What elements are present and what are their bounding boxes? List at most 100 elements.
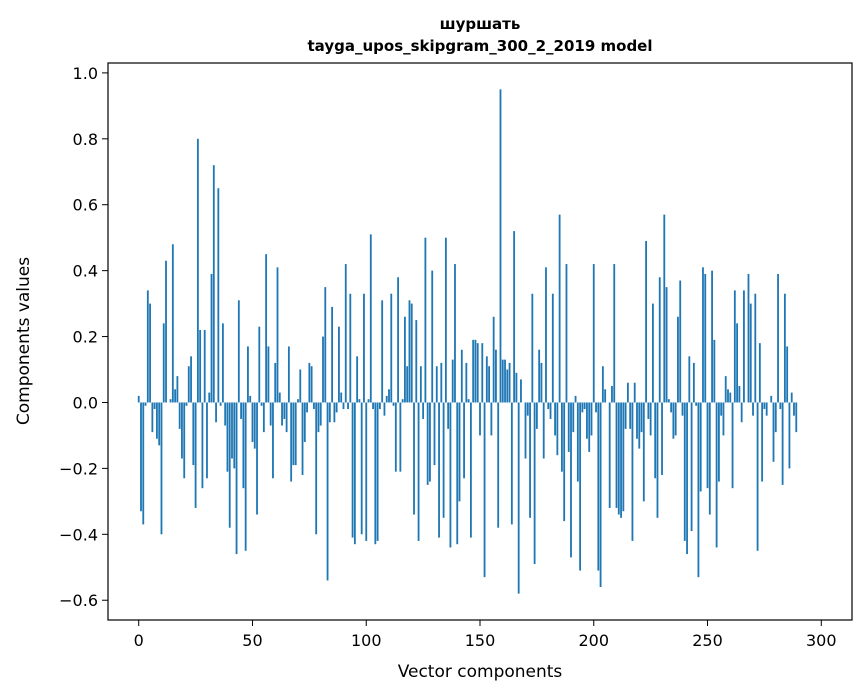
bar <box>479 402 481 436</box>
bar <box>508 362 511 403</box>
bar <box>520 379 522 403</box>
bar <box>692 362 695 403</box>
bar <box>185 402 188 406</box>
bar <box>404 316 406 403</box>
bar <box>176 376 179 403</box>
bar <box>497 402 500 528</box>
bar <box>565 264 568 403</box>
bar <box>579 402 582 571</box>
bar <box>344 264 347 403</box>
bar <box>586 402 588 439</box>
bar <box>763 402 766 410</box>
bar <box>752 402 754 416</box>
x-tick-label: 300 <box>806 631 837 650</box>
bar <box>563 402 566 522</box>
y-tick-label: 0.6 <box>73 196 98 215</box>
bar <box>162 323 165 403</box>
bar <box>338 326 340 403</box>
bar <box>683 402 686 541</box>
bar <box>729 392 732 403</box>
bar <box>540 362 543 403</box>
bar <box>756 402 759 551</box>
bar <box>715 402 718 548</box>
bar <box>601 366 604 403</box>
bar <box>276 267 279 403</box>
bar <box>278 392 281 403</box>
bar <box>583 402 586 410</box>
bar <box>251 402 254 443</box>
bar <box>226 402 229 472</box>
bar <box>328 402 331 423</box>
bar <box>706 402 709 489</box>
bar <box>149 303 151 403</box>
bar <box>196 138 199 403</box>
bar <box>415 320 418 403</box>
bar <box>636 402 638 439</box>
bar <box>545 267 547 403</box>
bar <box>447 402 450 429</box>
y-tick-label: 0.8 <box>73 130 98 149</box>
bar <box>269 402 272 426</box>
bar <box>219 402 222 406</box>
bar <box>597 402 600 571</box>
bar <box>419 366 422 403</box>
bar <box>174 389 177 403</box>
bar <box>399 402 402 472</box>
bar <box>378 402 381 410</box>
bar <box>717 402 720 482</box>
bar <box>633 382 636 403</box>
bar <box>513 231 516 403</box>
bar <box>178 402 181 429</box>
y-axis-label: Components values <box>14 257 34 425</box>
bar <box>258 326 261 403</box>
bar <box>795 402 798 433</box>
bar <box>488 366 491 403</box>
bar <box>793 402 795 416</box>
bar <box>783 293 786 403</box>
bar <box>206 402 208 479</box>
bar <box>160 402 163 535</box>
bar <box>221 323 224 403</box>
bar <box>212 165 215 403</box>
bar <box>363 293 365 403</box>
bar <box>640 402 643 433</box>
bar <box>431 270 434 403</box>
bar <box>290 402 293 482</box>
bar <box>267 346 270 403</box>
bar <box>392 402 395 406</box>
bar <box>490 402 493 436</box>
bar <box>203 329 206 403</box>
chart-subtitle: tayga_upos_skipgram_300_2_2019 model <box>308 37 653 55</box>
bar <box>292 402 295 466</box>
bar <box>770 395 773 403</box>
plot-frame <box>107 62 853 621</box>
bar <box>381 300 384 403</box>
bar <box>235 402 238 555</box>
bar <box>397 277 399 403</box>
bar <box>374 402 377 545</box>
bar <box>720 402 723 416</box>
bar <box>297 399 299 403</box>
bar <box>526 402 529 416</box>
bar <box>690 402 693 532</box>
bar <box>424 237 427 403</box>
bar <box>702 267 704 403</box>
bar <box>476 343 479 403</box>
bar <box>454 264 456 403</box>
bar <box>347 402 349 410</box>
bar <box>749 303 752 403</box>
bar <box>465 362 468 403</box>
bar <box>535 402 538 429</box>
y-tick-label: 0.4 <box>73 262 98 281</box>
bar <box>638 402 641 449</box>
bar <box>617 402 620 515</box>
bar <box>492 316 495 403</box>
bar <box>217 188 220 403</box>
bar <box>574 395 577 403</box>
bar <box>761 402 764 482</box>
bar <box>665 287 668 403</box>
bar <box>517 402 520 594</box>
bar <box>620 402 622 518</box>
bar <box>483 402 486 578</box>
x-tick-label: 200 <box>578 631 609 650</box>
